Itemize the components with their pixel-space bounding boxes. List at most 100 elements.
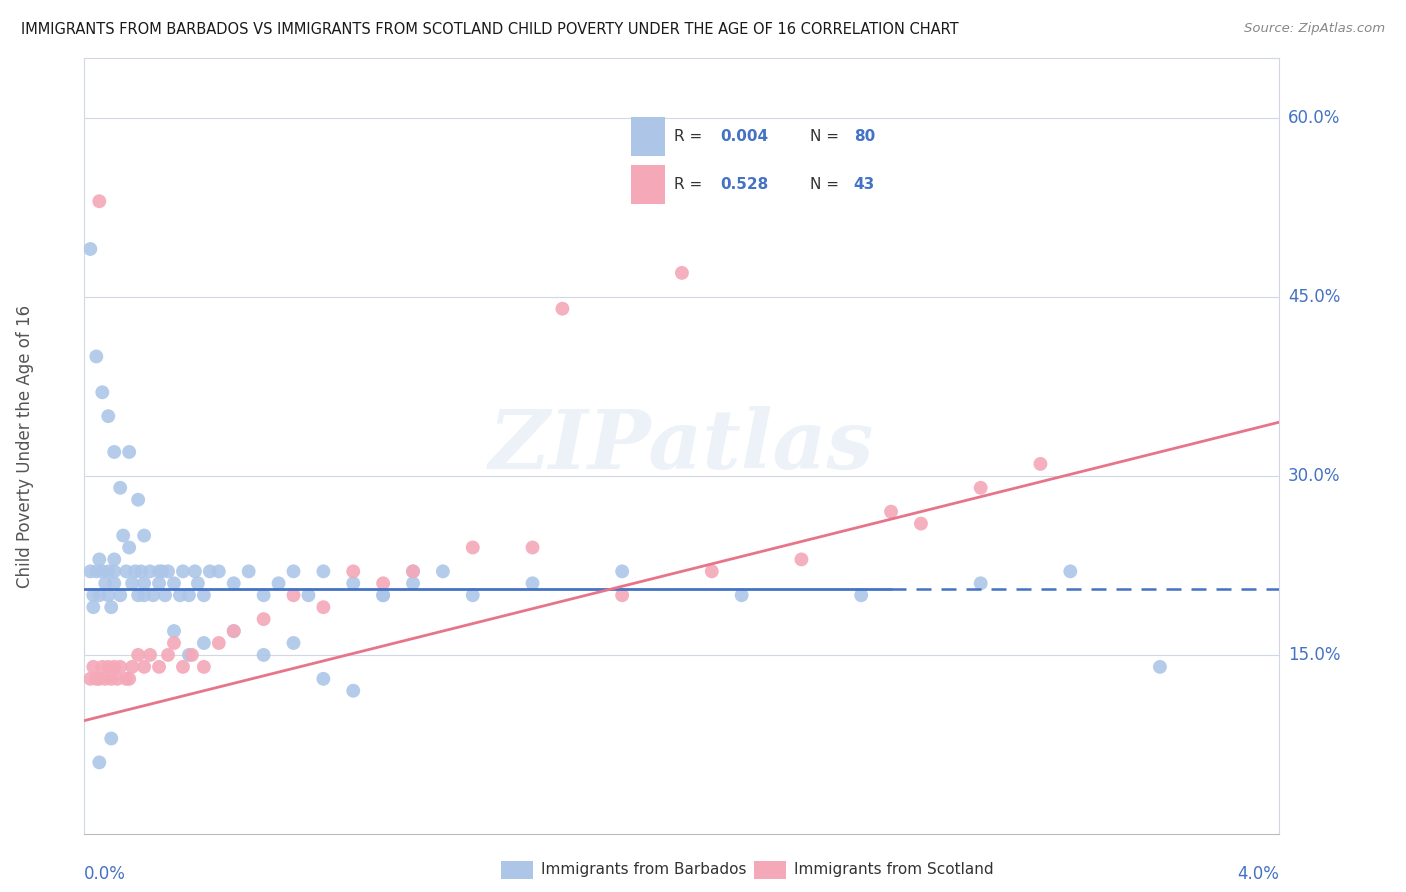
Point bbox=[181, 648, 204, 662]
Point bbox=[142, 588, 165, 602]
Bar bbox=[754, 862, 786, 880]
Point bbox=[103, 660, 125, 674]
Point bbox=[157, 648, 180, 662]
Point bbox=[103, 576, 125, 591]
Point bbox=[118, 445, 141, 459]
Point bbox=[970, 576, 993, 591]
Point bbox=[198, 565, 221, 579]
Point bbox=[671, 266, 693, 280]
Point bbox=[461, 588, 484, 602]
Text: 30.0%: 30.0% bbox=[1288, 467, 1340, 485]
Text: 15.0%: 15.0% bbox=[1288, 646, 1340, 664]
Point bbox=[193, 660, 215, 674]
Point bbox=[94, 672, 117, 686]
Text: 60.0%: 60.0% bbox=[1288, 109, 1340, 127]
Point bbox=[82, 588, 104, 602]
Point bbox=[127, 648, 149, 662]
Point bbox=[153, 588, 176, 602]
Point bbox=[373, 588, 395, 602]
Bar bbox=[631, 117, 665, 155]
Point bbox=[208, 636, 231, 650]
Point bbox=[172, 565, 194, 579]
Point bbox=[283, 588, 305, 602]
Text: Immigrants from Barbados: Immigrants from Barbados bbox=[541, 863, 747, 877]
Point bbox=[103, 565, 125, 579]
Point bbox=[115, 672, 138, 686]
Point bbox=[163, 624, 186, 638]
Text: N =: N = bbox=[810, 128, 844, 144]
Point bbox=[86, 350, 108, 364]
Point bbox=[612, 588, 634, 602]
Point bbox=[91, 385, 114, 400]
Point bbox=[1149, 660, 1171, 674]
Point bbox=[79, 672, 101, 686]
Point bbox=[121, 576, 143, 591]
Point bbox=[127, 492, 149, 507]
Point bbox=[139, 565, 162, 579]
Point bbox=[402, 565, 425, 579]
Text: Source: ZipAtlas.com: Source: ZipAtlas.com bbox=[1244, 22, 1385, 36]
Text: 0.0%: 0.0% bbox=[84, 864, 127, 882]
Point bbox=[94, 576, 117, 591]
Point bbox=[132, 660, 156, 674]
Point bbox=[132, 528, 156, 542]
Point bbox=[132, 588, 156, 602]
Point bbox=[731, 588, 754, 602]
Point bbox=[238, 565, 260, 579]
Point bbox=[97, 565, 120, 579]
Point bbox=[342, 576, 364, 591]
Point bbox=[132, 576, 156, 591]
Point bbox=[124, 565, 146, 579]
Point bbox=[177, 588, 200, 602]
Text: Child Poverty Under the Age of 16: Child Poverty Under the Age of 16 bbox=[15, 304, 34, 588]
Text: IMMIGRANTS FROM BARBADOS VS IMMIGRANTS FROM SCOTLAND CHILD POVERTY UNDER THE AGE: IMMIGRANTS FROM BARBADOS VS IMMIGRANTS F… bbox=[21, 22, 959, 37]
Point bbox=[103, 445, 125, 459]
Point bbox=[253, 612, 276, 626]
Point bbox=[222, 624, 245, 638]
Point bbox=[297, 588, 319, 602]
Point bbox=[184, 565, 207, 579]
Point bbox=[402, 576, 425, 591]
Point bbox=[89, 552, 111, 566]
Point bbox=[127, 588, 149, 602]
Point bbox=[148, 565, 170, 579]
Point bbox=[89, 756, 111, 770]
Point bbox=[851, 588, 873, 602]
Point bbox=[342, 683, 364, 698]
Point bbox=[148, 576, 170, 591]
Point bbox=[103, 552, 125, 566]
Text: 45.0%: 45.0% bbox=[1288, 288, 1340, 306]
Point bbox=[283, 636, 305, 650]
Point bbox=[402, 565, 425, 579]
Point bbox=[342, 565, 364, 579]
Point bbox=[150, 565, 173, 579]
Text: ZIPatlas: ZIPatlas bbox=[489, 406, 875, 486]
Point bbox=[312, 565, 335, 579]
Point bbox=[910, 516, 932, 531]
Point bbox=[163, 636, 186, 650]
Point bbox=[157, 565, 180, 579]
Point bbox=[89, 672, 111, 686]
Point bbox=[880, 505, 903, 519]
Point bbox=[110, 481, 132, 495]
Point bbox=[163, 576, 186, 591]
Point bbox=[89, 194, 111, 209]
Point bbox=[139, 648, 162, 662]
Bar bbox=[631, 165, 665, 204]
Point bbox=[118, 541, 141, 555]
Point bbox=[187, 576, 209, 591]
Point bbox=[253, 648, 276, 662]
Point bbox=[91, 660, 114, 674]
Point bbox=[790, 552, 813, 566]
Point bbox=[115, 565, 138, 579]
Point bbox=[100, 600, 122, 615]
Text: 80: 80 bbox=[853, 128, 875, 144]
Point bbox=[79, 242, 101, 256]
Point bbox=[169, 588, 191, 602]
Point bbox=[970, 481, 993, 495]
Point bbox=[100, 731, 122, 746]
Point bbox=[118, 672, 141, 686]
Point bbox=[79, 565, 101, 579]
Point bbox=[129, 565, 152, 579]
Text: Immigrants from Scotland: Immigrants from Scotland bbox=[794, 863, 994, 877]
